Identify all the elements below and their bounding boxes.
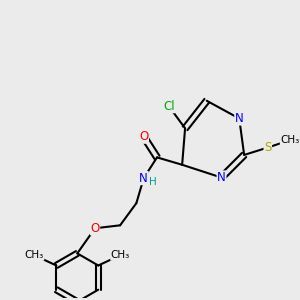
- Text: O: O: [139, 130, 148, 143]
- Text: N: N: [235, 112, 244, 125]
- Text: O: O: [90, 222, 100, 235]
- Text: H: H: [149, 178, 157, 188]
- Text: Cl: Cl: [163, 100, 175, 113]
- Text: CH₃: CH₃: [111, 250, 130, 260]
- Text: N: N: [217, 171, 226, 184]
- Text: S: S: [264, 141, 272, 154]
- Text: CH₃: CH₃: [25, 250, 44, 260]
- Text: CH₃: CH₃: [280, 135, 300, 145]
- Text: N: N: [140, 172, 148, 184]
